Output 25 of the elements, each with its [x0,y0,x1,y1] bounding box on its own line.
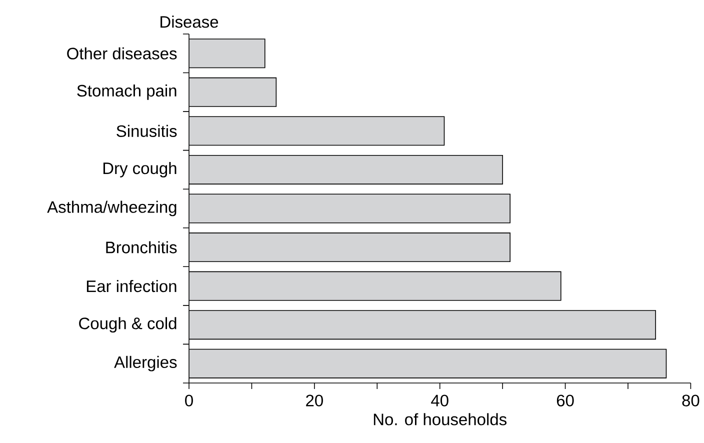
y-tick-label: Dry cough [103,162,176,178]
bar [189,348,667,378]
x-tick-label: 60 [556,394,574,406]
y-tick-label: Stomach pain [77,84,176,100]
bar [189,232,510,262]
x-tick-label: 0 [185,394,193,406]
y-tick-label: Other diseases [67,47,177,60]
x-tick-label: 80 [682,394,700,406]
bar [189,116,445,146]
y-tick-label: Bronchitis [106,241,177,254]
y-tick-label: Cough & cold [79,317,176,333]
x-axis-title: No. of households [374,413,506,426]
y-tick-label: Allergies [114,356,177,372]
bar [189,271,562,301]
bar [189,77,277,107]
x-tick-label: 40 [431,394,448,406]
bar [189,194,510,224]
y-tick-label: Asthma/wheezing [47,200,176,216]
bar [189,154,503,184]
x-tick-label: 20 [306,394,323,406]
y-tick-label: Ear infection [86,280,176,292]
y-tick-label: Sinusitis [116,124,177,137]
y-axis-title: Disease [160,16,218,28]
bar [189,38,266,68]
bar [189,310,656,340]
